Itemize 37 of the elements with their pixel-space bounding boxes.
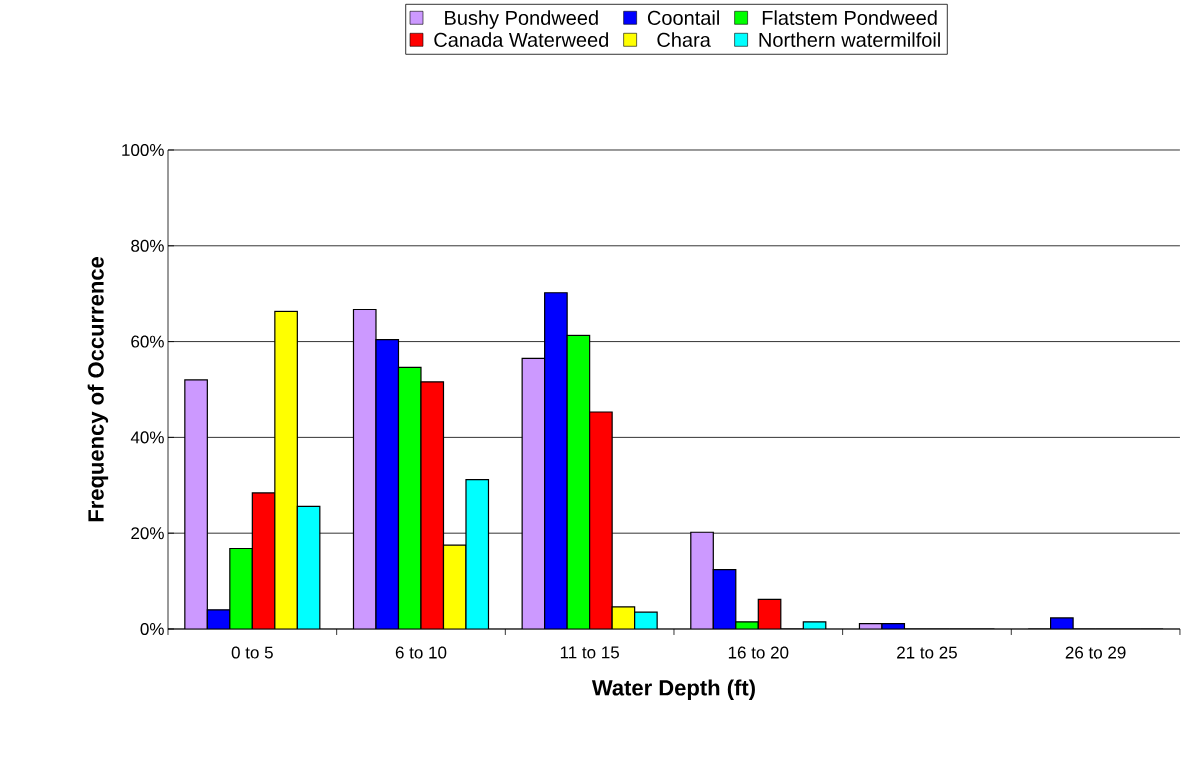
bar (465, 478, 490, 629)
bar (397, 366, 422, 629)
y-tick-label: 80% (131, 239, 164, 252)
bar (296, 505, 321, 629)
legend-label: Canada Waterweed (434, 32, 609, 47)
x-tick-label: 11 to 15 (560, 646, 619, 659)
bar (352, 308, 377, 629)
y-tick-label: 100% (122, 143, 164, 157)
x-tick-label: 26 to 29 (1065, 646, 1126, 659)
x-tick-label: 0 to 5 (231, 646, 273, 659)
bar (442, 544, 467, 629)
y-tick-label: 40% (130, 431, 164, 444)
y-tick-label: 60% (131, 335, 164, 348)
bar (566, 334, 591, 629)
legend-label: Chara (657, 32, 711, 47)
bar (274, 310, 298, 629)
bar (184, 379, 208, 629)
bar (521, 357, 546, 629)
x-tick-label: 6 to 10 (395, 646, 447, 659)
y-axis-title: Frequency of Occurrence (87, 257, 109, 522)
bar (712, 568, 737, 629)
bar (589, 411, 613, 629)
x-tick-label: 16 to 20 (728, 646, 789, 659)
x-tick-label: 21 to 25 (897, 646, 957, 659)
bar (544, 292, 568, 629)
bar (420, 381, 445, 629)
legend-label: Bushy Pondweed (445, 10, 598, 29)
legend-label: Flatstem Pondweed (762, 10, 937, 25)
legend-label: Coontail (647, 10, 719, 25)
x-axis-title: Water Depth (ft) (591, 679, 755, 700)
y-tick-label: 20% (131, 527, 164, 540)
bar (375, 339, 400, 629)
bar (251, 492, 276, 629)
legend-label: Northern watermilfoil (759, 32, 940, 47)
bar (690, 531, 714, 629)
bar (229, 547, 253, 629)
y-tick-label: 0% (140, 622, 164, 636)
